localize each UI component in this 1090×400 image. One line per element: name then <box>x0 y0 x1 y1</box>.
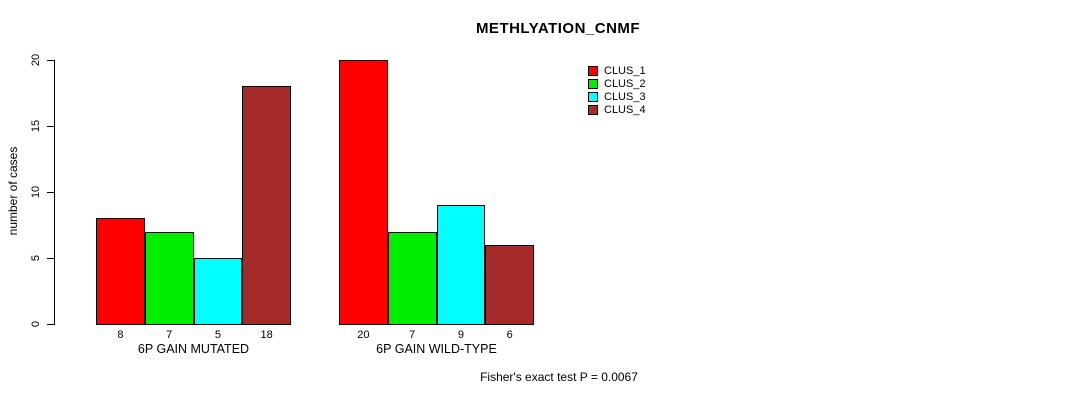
y-tick-label: 0 <box>30 320 42 328</box>
legend-label: CLUS_2 <box>604 77 646 90</box>
legend-swatch-icon <box>588 65 598 76</box>
legend-swatch-icon <box>588 104 598 115</box>
bar-clus_2-group1 <box>144 231 194 325</box>
y-tick-label: 15 <box>30 119 42 133</box>
y-tick-label: 10 <box>30 185 42 199</box>
group-label: 6P GAIN WILD-TYPE <box>376 342 497 356</box>
y-tick-label: 20 <box>30 53 42 67</box>
bar-value-label: 9 <box>457 329 464 341</box>
bar-value-label: 7 <box>166 329 173 341</box>
legend-item: CLUS_4 <box>588 103 646 116</box>
bar-clus_3-group1 <box>193 258 243 325</box>
group-label: 6P GAIN MUTATED <box>137 342 250 356</box>
legend-swatch-icon <box>588 78 598 89</box>
y-tick <box>47 192 54 193</box>
bar-clus_4-group1 <box>242 86 291 325</box>
legend-label: CLUS_4 <box>604 103 646 116</box>
chart-title: METHLYATION_CNMF <box>475 20 641 37</box>
y-tick <box>47 324 54 325</box>
legend-item: CLUS_2 <box>588 77 646 90</box>
bar-value-label: 6 <box>506 329 513 341</box>
bar-value-label: 8 <box>117 329 124 341</box>
bar-value-label: 20 <box>357 329 370 341</box>
bar-value-label: 7 <box>409 329 416 341</box>
y-tick <box>47 60 54 61</box>
bar-clus_1-group2 <box>339 60 388 325</box>
legend-swatch-icon <box>588 91 598 102</box>
footnote-text: Fisher's exact test P = 0.0067 <box>480 370 638 384</box>
bar-clus_1-group1 <box>96 218 145 325</box>
legend: CLUS_1 CLUS_2 CLUS_3 CLUS_4 <box>588 64 646 116</box>
legend-label: CLUS_3 <box>604 90 646 103</box>
bar-clus_3-group2 <box>436 205 486 325</box>
legend-item: CLUS_3 <box>588 90 646 103</box>
y-axis-line <box>54 60 55 325</box>
y-tick <box>47 126 54 127</box>
bar-clus_2-group2 <box>387 231 437 325</box>
bar-value-label: 5 <box>214 329 221 341</box>
y-axis-title: number of cases <box>6 146 20 236</box>
legend-item: CLUS_1 <box>588 64 646 77</box>
legend-label: CLUS_1 <box>604 64 646 77</box>
bar-value-label: 18 <box>260 329 273 341</box>
y-tick <box>47 258 54 259</box>
y-tick-label: 5 <box>30 254 42 262</box>
bar-clus_4-group2 <box>485 244 534 325</box>
